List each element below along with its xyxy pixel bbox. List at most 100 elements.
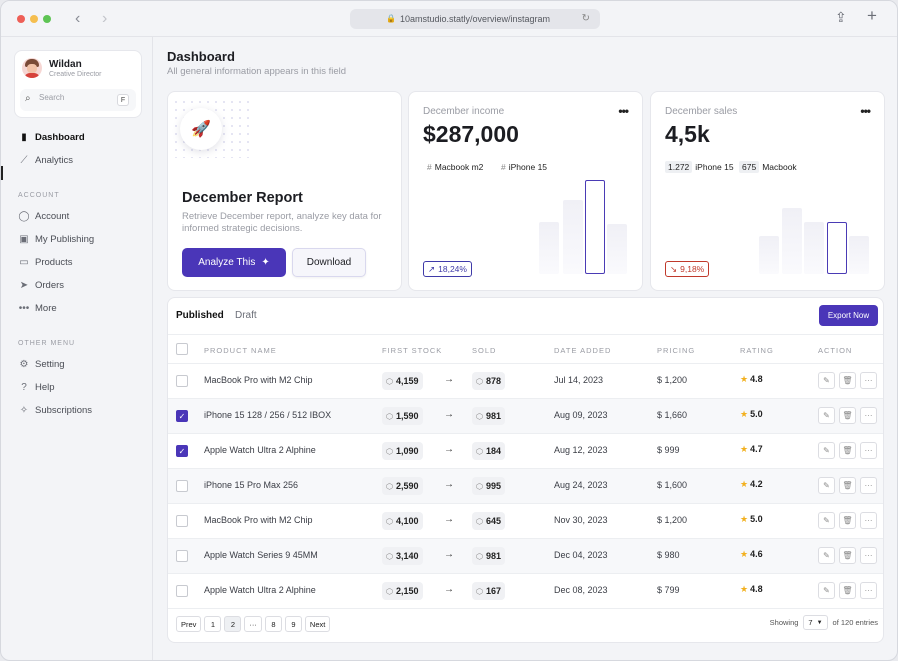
more-actions-icon[interactable]: ··· — [860, 442, 877, 459]
analyze-button[interactable]: Analyze This ✦ — [182, 248, 286, 277]
more-actions-icon[interactable]: ··· — [860, 582, 877, 599]
product-name: MacBook Pro with M2 Chip — [204, 375, 313, 385]
tab-published[interactable]: Published — [176, 310, 224, 321]
edit-icon[interactable]: ✎ — [818, 582, 835, 599]
download-button[interactable]: Download — [292, 248, 366, 277]
trash-icon[interactable]: 🗑 — [839, 442, 856, 459]
search-input[interactable] — [39, 93, 109, 102]
sidebar-item-label: Orders — [35, 279, 65, 291]
search-icon: ⌕ — [25, 93, 31, 104]
first-stock-badge: ⬡ 2,590 — [382, 477, 423, 495]
sidebar-item-more[interactable]: ••• More — [18, 300, 57, 316]
first-stock-badge: ⬡ 1,590 — [382, 407, 423, 425]
row-checkbox[interactable] — [176, 550, 188, 562]
sidebar-item-subscriptions[interactable]: ✧ Subscriptions — [18, 402, 92, 418]
tab-draft[interactable]: Draft — [235, 310, 257, 321]
edit-icon[interactable]: ✎ — [818, 442, 835, 459]
address-bar[interactable]: 🔒 10amstudio.statly/overview/instagram ↻ — [350, 9, 600, 29]
rating: ★ 4.8 — [740, 374, 763, 384]
rating: ★ 4.6 — [740, 549, 763, 559]
trash-icon[interactable]: 🗑 — [839, 477, 856, 494]
forward-icon[interactable]: › — [102, 10, 108, 27]
sold-badge: ⬡ 981 — [472, 407, 506, 425]
more-actions-icon[interactable]: ··· — [860, 407, 877, 424]
box-icon: ⬡ — [386, 516, 393, 526]
share-icon[interactable]: ⇪ — [835, 9, 847, 25]
edit-icon[interactable]: ✎ — [818, 512, 835, 529]
more-options-icon[interactable]: ••• — [618, 104, 629, 118]
edit-icon[interactable]: ✎ — [818, 372, 835, 389]
star-icon: ★ — [740, 479, 749, 489]
pagination-page[interactable]: 1 — [204, 616, 222, 632]
sidebar-item-my-publishing[interactable]: ▣ My Publishing — [18, 231, 94, 247]
income-card: December income $287,000 ••• # Macbook m… — [408, 91, 643, 291]
chart-bar — [782, 208, 802, 274]
chart-bar — [607, 224, 627, 274]
close-window-button[interactable] — [17, 15, 25, 23]
sparkle-icon: ✧ — [19, 404, 29, 416]
row-checkbox[interactable]: ✓ — [176, 410, 188, 422]
new-tab-icon[interactable]: + — [867, 6, 877, 25]
edit-icon[interactable]: ✎ — [818, 407, 835, 424]
arrow-right-icon: → — [444, 409, 454, 420]
back-icon[interactable]: ‹ — [75, 10, 81, 27]
more-actions-icon[interactable]: ··· — [860, 477, 877, 494]
trend-line-icon: ⟋ — [20, 154, 28, 166]
sidebar-item-orders[interactable]: ➤ Orders — [18, 277, 64, 293]
ellipsis-icon: ••• — [18, 302, 30, 314]
pagination-page-current[interactable]: 2 — [224, 616, 242, 632]
row-checkbox[interactable]: ✓ — [176, 445, 188, 457]
price: $ 1,200 — [657, 375, 688, 385]
sidebar-item-account[interactable]: ◯ Account — [18, 208, 69, 224]
table-row[interactable]: iPhone 15 Pro Max 256 ⬡ 2,590 → ⬡ 995 Aug 24, … — [168, 469, 883, 504]
row-checkbox[interactable] — [176, 375, 188, 387]
table-row[interactable]: MacBook Pro with M2 Chip ⬡ 4,159 → ⬡ 878 Jul 1… — [168, 364, 883, 399]
edit-icon[interactable]: ✎ — [818, 547, 835, 564]
table-row[interactable]: ✓ iPhone 15 128 / 256 / 512 IBOX ⬡ 1,590 → ⬡ 9… — [168, 399, 883, 434]
more-actions-icon[interactable]: ··· — [860, 512, 877, 529]
trash-icon[interactable]: 🗑 — [839, 547, 856, 564]
per-page-select[interactable]: 7 ▼ — [803, 615, 828, 630]
table-row[interactable]: Apple Watch Ultra 2 Alphine ⬡ 2,150 → ⬡ 167 De… — [168, 574, 883, 609]
cursor-icon: ➤ — [19, 279, 29, 291]
pagination-page[interactable]: 9 — [284, 616, 302, 632]
column-header: SOLD — [472, 346, 497, 355]
row-checkbox[interactable] — [176, 480, 188, 492]
arrow-up-right-icon: ↗ — [428, 263, 436, 274]
select-all-checkbox[interactable] — [176, 343, 188, 355]
reload-icon[interactable]: ↻ — [581, 13, 590, 24]
product-name: Apple Watch Series 9 45MM — [204, 550, 318, 560]
table-row[interactable]: Apple Watch Series 9 45MM ⬡ 3,140 → ⬡ 981 Dec … — [168, 539, 883, 574]
pagination-prev[interactable]: Prev — [176, 616, 202, 632]
trash-icon[interactable]: 🗑 — [839, 582, 856, 599]
row-checkbox[interactable] — [176, 515, 188, 527]
profile-card[interactable]: Wildan Creative Director ⌕ F — [14, 50, 142, 118]
chart-bar — [539, 222, 559, 274]
table-row[interactable]: MacBook Pro with M2 Chip ⬡ 4,100 → ⬡ 645 Nov 3… — [168, 504, 883, 539]
trash-icon[interactable]: 🗑 — [839, 512, 856, 529]
trash-icon[interactable]: 🗑 — [839, 372, 856, 389]
box-icon: ⬡ — [476, 481, 483, 491]
pagination-page[interactable]: 8 — [264, 616, 282, 632]
more-actions-icon[interactable]: ··· — [860, 372, 877, 389]
page-title: Dashboard — [167, 49, 235, 64]
more-options-icon[interactable]: ••• — [860, 104, 871, 118]
minimize-window-button[interactable] — [30, 15, 38, 23]
sidebar-item-setting[interactable]: ⚙ Setting — [18, 356, 65, 372]
sidebar-item-products[interactable]: ▭ Products — [18, 254, 72, 270]
more-actions-icon[interactable]: ··· — [860, 547, 877, 564]
sidebar-item-analytics[interactable]: ⟋ Analytics — [18, 152, 74, 168]
avatar — [22, 58, 42, 78]
maximize-window-button[interactable] — [43, 15, 51, 23]
trash-icon[interactable]: 🗑 — [839, 407, 856, 424]
search-box[interactable]: ⌕ F — [20, 89, 136, 111]
pagination-next[interactable]: Next — [304, 616, 331, 632]
table-row[interactable]: ✓ Apple Watch Ultra 2 Alphine ⬡ 1,090 → ⬡ 184 A… — [168, 434, 883, 469]
row-checkbox[interactable] — [176, 585, 188, 597]
sidebar-item-help[interactable]: ? Help — [18, 379, 54, 395]
search-shortcut-key: F — [117, 94, 129, 106]
rating: ★ 5.0 — [740, 409, 763, 419]
edit-icon[interactable]: ✎ — [818, 477, 835, 494]
export-now-button[interactable]: Export Now — [819, 305, 878, 326]
sidebar-item-dashboard[interactable]: ▮ Dashboard — [18, 129, 84, 145]
